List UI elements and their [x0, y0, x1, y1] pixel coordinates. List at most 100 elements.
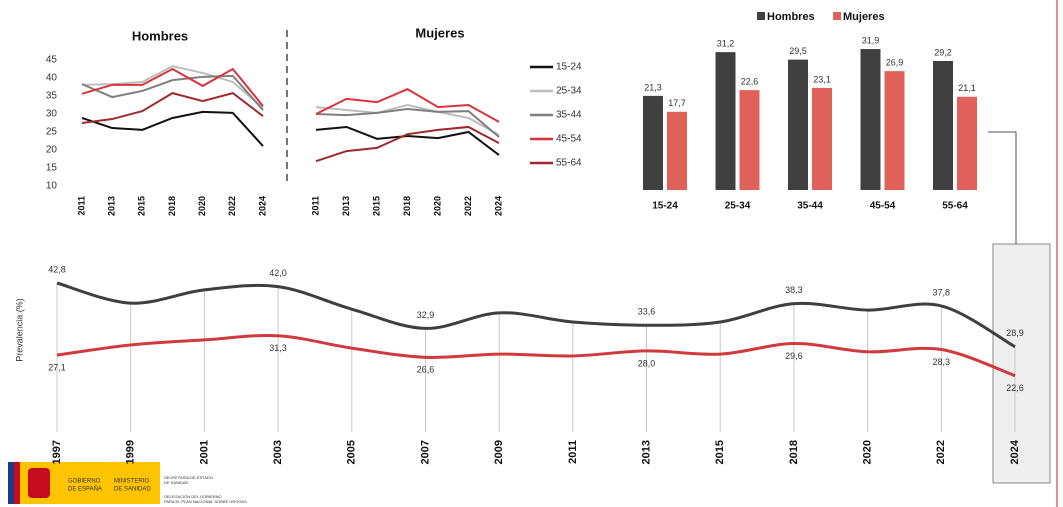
value-label: 29,6	[785, 351, 803, 361]
bar	[643, 95, 663, 190]
value-label: 42,0	[269, 268, 287, 278]
value-label: 28,9	[1006, 328, 1024, 338]
line	[315, 125, 500, 156]
x-tick-label: 2015	[137, 196, 147, 216]
logo-text: DELEGACIÓN DEL GOBIERNO	[164, 494, 222, 499]
bar	[667, 111, 687, 190]
y-tick-label: 35	[46, 91, 58, 102]
bar	[715, 52, 736, 191]
logo-text: DE ESPAÑA	[68, 486, 102, 493]
line	[81, 110, 264, 147]
logo-text: MINISTERIO	[114, 479, 149, 485]
line	[315, 107, 500, 138]
x-tick-label: 2005	[346, 440, 358, 464]
y-tick-label: 15	[46, 163, 58, 174]
panel-title: Mujeres	[415, 25, 464, 40]
value-label: 37,8	[933, 287, 951, 297]
bar	[788, 59, 808, 190]
y-tick-label: 25	[46, 127, 58, 138]
y-tick-label: 40	[46, 73, 58, 84]
line	[81, 74, 264, 111]
value-label: 21,1	[958, 83, 976, 93]
value-label: 17,7	[668, 98, 686, 108]
line	[56, 333, 1016, 378]
legend-label: 45-54	[556, 134, 582, 145]
line	[315, 88, 500, 123]
flag-stripe	[14, 462, 20, 504]
legend-label: 15-24	[556, 62, 582, 73]
flag-stripe	[8, 462, 14, 504]
x-tick-label: 2018	[167, 196, 177, 216]
logo-text: GOBIERNO	[68, 479, 101, 485]
y-axis-label: Prevalencia (%)	[14, 298, 24, 362]
x-tick-label: 2022	[463, 196, 473, 216]
x-tick-label: 2018	[788, 440, 800, 464]
value-label: 28,0	[638, 358, 656, 368]
value-label: 42,8	[48, 264, 66, 274]
logo-text: SECRETARÍA DE ESTADO	[164, 475, 213, 480]
x-tick-label: 2024	[257, 196, 267, 216]
x-tick-label: 2020	[862, 440, 874, 464]
logo: GOBIERNO DE ESPAÑA MINISTERIO DE SANIDAD…	[8, 462, 247, 504]
legend-label: 55-64	[556, 158, 582, 169]
value-label: 21,3	[644, 82, 662, 92]
value-label: 23,1	[813, 74, 831, 84]
y-tick-label: 45	[46, 55, 58, 66]
x-tick-label: 2015	[714, 440, 726, 464]
x-tick-label: 2015	[371, 196, 381, 216]
value-label: 22,6	[741, 77, 759, 87]
line	[315, 125, 500, 163]
x-tick-label: 2001	[198, 440, 210, 464]
value-label: 33,6	[638, 307, 656, 317]
x-tick-label: 2003	[272, 440, 284, 464]
x-tick-label: 2013	[640, 440, 652, 464]
line	[81, 92, 264, 124]
x-tick-label: 45-54	[870, 201, 896, 212]
bar	[933, 60, 953, 190]
y-tick-label: 10	[46, 181, 58, 192]
legend-label: 35-44	[556, 110, 582, 121]
legend-swatch	[757, 12, 765, 20]
logo-band	[60, 462, 160, 504]
bar	[957, 96, 977, 190]
x-tick-label: 2007	[419, 440, 431, 464]
connector	[988, 131, 1017, 244]
value-label: 26,9	[886, 58, 904, 68]
legend-label: Hombres	[767, 11, 815, 23]
x-tick-label: 25-34	[725, 201, 751, 212]
x-tick-label: 2011	[310, 196, 320, 216]
y-tick-label: 20	[46, 145, 58, 156]
value-label: 29,2	[934, 47, 952, 57]
highlight-box	[992, 243, 1051, 484]
x-tick-label: 2022	[935, 440, 947, 464]
bar	[860, 49, 881, 191]
value-label: 27,1	[48, 362, 66, 372]
value-label: 31,3	[269, 343, 287, 353]
line	[81, 67, 264, 107]
x-tick-label: 2020	[197, 196, 207, 216]
value-label: 22,6	[1006, 383, 1024, 393]
x-tick-label: 2013	[107, 196, 117, 216]
x-tick-label: 2018	[402, 196, 412, 216]
value-label: 26,6	[417, 365, 435, 375]
panel-title: Hombres	[132, 28, 188, 43]
logo-text: PARA EL PLAN NACIONAL SOBRE DROGAS	[164, 499, 247, 504]
x-tick-label: 2011	[76, 196, 86, 216]
bar	[739, 90, 760, 190]
x-tick-label: 2022	[227, 196, 237, 216]
bar	[884, 71, 905, 190]
x-tick-label: 2013	[341, 196, 351, 216]
legend-label: 25-34	[556, 86, 582, 97]
legend-swatch	[833, 12, 841, 20]
x-tick-label: 2011	[567, 440, 579, 464]
x-tick-label: 2024	[493, 196, 503, 216]
x-tick-label: 1997	[51, 440, 63, 464]
x-tick-label: 2020	[432, 196, 442, 216]
x-tick-label: 15-24	[652, 201, 678, 212]
x-tick-label: 2009	[493, 440, 505, 464]
logo-text: DE SANIDAD	[164, 480, 189, 485]
value-label: 29,5	[789, 46, 807, 56]
coat-of-arms	[28, 468, 50, 498]
value-label: 28,3	[933, 357, 951, 367]
